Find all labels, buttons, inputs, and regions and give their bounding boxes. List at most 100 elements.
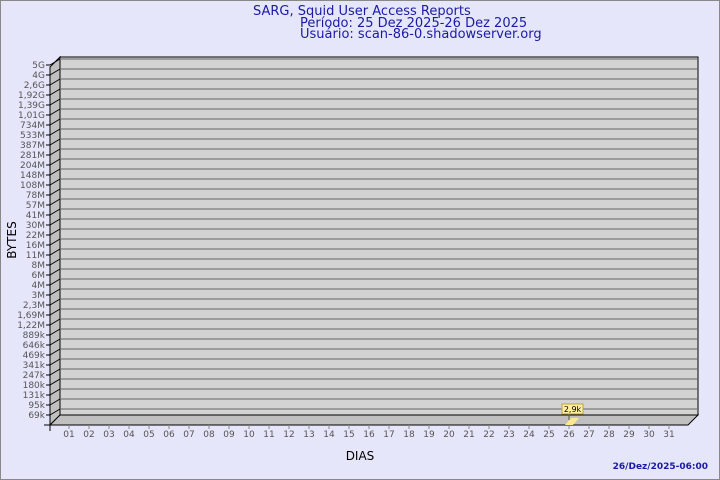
y-tick-label: 1,22M bbox=[17, 321, 45, 331]
y-grid-diagonal bbox=[49, 328, 61, 336]
y-grid-diagonal bbox=[49, 148, 61, 156]
y-axis-title: BYTES bbox=[5, 221, 19, 258]
x-tick-label: 02 bbox=[83, 430, 94, 440]
x-tick-label: 29 bbox=[623, 430, 635, 440]
x-tick-label: 10 bbox=[243, 430, 255, 440]
chart-title: SARG, Squid User Access Reports bbox=[253, 4, 471, 19]
y-tick-label: 889k bbox=[23, 331, 46, 341]
data-label-box bbox=[561, 403, 584, 415]
x-tick-label: 23 bbox=[503, 430, 514, 440]
y-tick-label: 78M bbox=[26, 191, 45, 201]
x-tick-label: 26 bbox=[563, 430, 575, 440]
x-tick-label: 12 bbox=[283, 430, 294, 440]
y-tick-label: 4G bbox=[32, 71, 45, 81]
y-grid-diagonal bbox=[49, 338, 61, 346]
y-tick-label: 30M bbox=[26, 221, 45, 231]
y-tick-label: 281M bbox=[20, 151, 45, 161]
y-tick-label: 341k bbox=[23, 361, 46, 371]
y-tick-label: 1,39G bbox=[18, 101, 45, 111]
y-grid-diagonal bbox=[49, 118, 61, 126]
y-grid-diagonal bbox=[49, 388, 61, 396]
x-tick-label: 31 bbox=[663, 430, 674, 440]
y-grid-diagonal bbox=[49, 348, 61, 356]
y-grid-diagonal bbox=[49, 308, 61, 316]
y-tick-label: 2,6G bbox=[24, 81, 45, 91]
y-grid-diagonal bbox=[49, 298, 61, 306]
y-tick-label: 22M bbox=[26, 231, 45, 241]
x-tick-label: 28 bbox=[603, 430, 615, 440]
y-grid-diagonal bbox=[49, 178, 61, 186]
x-tick-label: 04 bbox=[123, 430, 135, 440]
y-tick-label: 469k bbox=[23, 351, 46, 361]
y-grid-diagonal bbox=[49, 288, 61, 296]
y-grid-diagonal bbox=[49, 368, 61, 376]
y-grid-diagonal bbox=[49, 138, 61, 146]
y-grid-diagonal bbox=[49, 318, 61, 326]
plot-back-wall bbox=[59, 56, 699, 416]
y-tick-label: 41M bbox=[26, 211, 45, 221]
y-grid-diagonal bbox=[49, 238, 61, 246]
y-tick-label: 533M bbox=[20, 131, 45, 141]
x-tick-label: 01 bbox=[63, 430, 74, 440]
y-tick-label: 387M bbox=[20, 141, 45, 151]
y-grid-diagonal bbox=[49, 158, 61, 166]
y-tick-label: 148M bbox=[20, 171, 45, 181]
y-tick-label: 1,92G bbox=[18, 91, 45, 101]
y-grid-diagonal bbox=[49, 278, 61, 286]
x-tick-label: 16 bbox=[363, 430, 375, 440]
y-tick-label: 16M bbox=[26, 241, 45, 251]
y-grid-diagonal bbox=[49, 128, 61, 136]
report-user: Usuário: scan-86-0.shadowserver.org bbox=[300, 27, 542, 42]
x-axis-title: DIAS bbox=[346, 449, 375, 463]
x-tick-label: 24 bbox=[523, 430, 535, 440]
y-grid-diagonal bbox=[49, 78, 61, 86]
y-tick-label: 11M bbox=[26, 251, 45, 261]
x-tick-label: 19 bbox=[423, 430, 435, 440]
x-tick-label: 22 bbox=[483, 430, 494, 440]
y-grid-diagonal bbox=[49, 98, 61, 106]
y-grid-diagonal bbox=[49, 248, 61, 256]
x-tick-label: 05 bbox=[143, 430, 154, 440]
y-tick-label: 4M bbox=[32, 281, 46, 291]
y-grid-diagonal bbox=[49, 378, 61, 386]
y-tick-label: 8M bbox=[32, 261, 46, 271]
y-grid-diagonal bbox=[49, 408, 61, 416]
x-tick-label: 11 bbox=[263, 430, 274, 440]
y-tick-label: 57M bbox=[26, 201, 45, 211]
y-grid-diagonal bbox=[49, 168, 61, 176]
y-tick-label: 131k bbox=[23, 391, 46, 401]
data-bar-day-26 bbox=[565, 418, 579, 425]
y-tick-label: 69k bbox=[28, 411, 45, 421]
report-period: Período: 25 Dez 2025-26 Dez 2025 bbox=[300, 16, 528, 31]
y-tick-label: 734M bbox=[20, 121, 45, 131]
x-tick-label: 20 bbox=[443, 430, 455, 440]
y-grid-diagonal bbox=[49, 258, 61, 266]
y-grid-diagonal bbox=[49, 208, 61, 216]
y-grid-diagonal bbox=[49, 198, 61, 206]
x-tick-label: 08 bbox=[203, 430, 215, 440]
x-tick-label: 27 bbox=[583, 430, 594, 440]
x-tick-label: 18 bbox=[403, 430, 415, 440]
data-label: 2,9k bbox=[564, 405, 582, 414]
y-tick-label: 1,01G bbox=[18, 111, 45, 121]
y-grid-diagonal bbox=[49, 68, 61, 76]
y-grid-diagonal bbox=[49, 398, 61, 406]
y-tick-label: 204M bbox=[20, 161, 45, 171]
y-tick-label: 6M bbox=[32, 271, 46, 281]
y-tick-label: 180k bbox=[23, 381, 46, 391]
x-tick-label: 25 bbox=[543, 430, 554, 440]
y-grid-diagonal bbox=[49, 108, 61, 116]
y-tick-label: 1,69M bbox=[17, 311, 45, 321]
x-tick-label: 09 bbox=[223, 430, 235, 440]
y-grid-diagonal bbox=[49, 188, 61, 196]
x-tick-label: 07 bbox=[183, 430, 194, 440]
y-grid-diagonal bbox=[49, 88, 61, 96]
x-tick-label: 14 bbox=[323, 430, 335, 440]
plot-floor bbox=[48, 414, 700, 426]
x-tick-label: 17 bbox=[383, 430, 394, 440]
y-tick-label: 247k bbox=[23, 371, 46, 381]
x-tick-label: 13 bbox=[303, 430, 314, 440]
x-tick-label: 21 bbox=[463, 430, 474, 440]
x-tick-label: 06 bbox=[163, 430, 175, 440]
